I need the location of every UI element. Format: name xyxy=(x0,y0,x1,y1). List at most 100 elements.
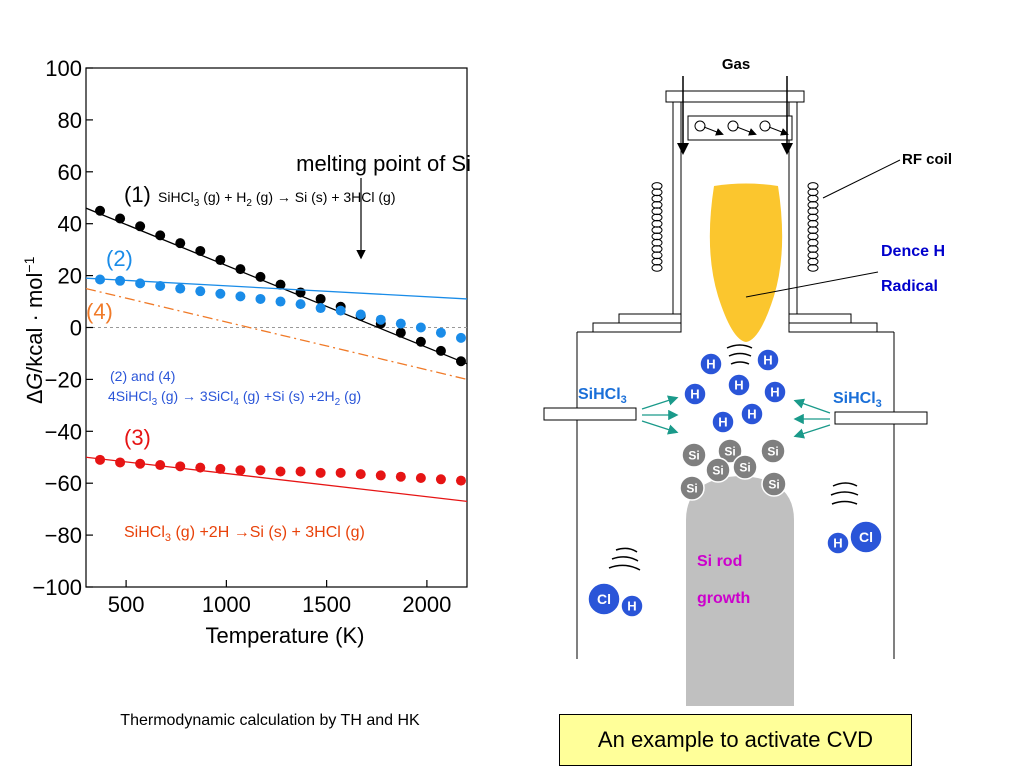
data-point xyxy=(435,474,446,485)
data-point xyxy=(255,271,266,282)
svg-text:Si: Si xyxy=(768,477,779,491)
svg-text:H: H xyxy=(627,599,636,614)
coil-loop xyxy=(807,213,819,222)
data-point xyxy=(435,345,446,356)
y-tick-label: −60 xyxy=(45,471,82,496)
atom-cl: Cl xyxy=(587,582,621,616)
data-point xyxy=(155,280,166,291)
gas-label: Gas xyxy=(722,56,750,73)
cvd-reactor-diagram: Gas RF coil xyxy=(543,56,952,706)
data-point xyxy=(175,238,186,249)
si-rod xyxy=(686,476,794,706)
svg-text:H: H xyxy=(770,385,779,400)
data-point xyxy=(275,466,286,477)
coil-loop xyxy=(651,226,663,235)
svg-text:Si: Si xyxy=(724,444,735,458)
equation-2-4: 4SiHCl3 (g) → 3SiCl4 (g) +Si (s) +2H2 (g… xyxy=(108,388,361,408)
data-point xyxy=(95,274,106,285)
data-point xyxy=(395,318,406,329)
coil-loop xyxy=(651,257,663,266)
coil-loop xyxy=(807,226,819,235)
coil-loop xyxy=(807,188,819,197)
coil-loop xyxy=(807,232,819,241)
data-point xyxy=(415,336,426,347)
thermo-chart: 100 80 60 40 20 0 −20 −40 −60 −80 −100 500 1000 1500… xyxy=(21,56,471,648)
data-point xyxy=(415,473,426,484)
y-tick-label: −80 xyxy=(45,523,82,548)
data-point xyxy=(235,465,246,476)
atom-h: H xyxy=(711,410,735,434)
atom-si: Si xyxy=(679,475,705,501)
coil-loop xyxy=(807,219,819,228)
data-point xyxy=(115,213,126,224)
coil-loop xyxy=(807,194,819,203)
atom-si: Si xyxy=(732,454,758,480)
rf-coil-label: RF coil xyxy=(902,151,952,168)
svg-text:Si: Si xyxy=(739,460,750,474)
y-tick-label: −40 xyxy=(45,419,82,444)
atom-h: H xyxy=(756,348,780,372)
y-tick-label: −100 xyxy=(32,575,82,600)
data-point xyxy=(355,309,366,320)
atom-h: H xyxy=(727,373,751,397)
coil-loop xyxy=(651,232,663,241)
svg-text:Si: Si xyxy=(767,444,778,458)
coil-loop xyxy=(807,182,819,190)
emission-marks xyxy=(608,344,859,571)
series-line-3 xyxy=(86,287,467,381)
y-tick-label: 20 xyxy=(58,264,82,289)
tube-wall-left xyxy=(672,101,682,315)
data-point xyxy=(335,467,346,478)
data-point xyxy=(235,264,246,275)
data-point xyxy=(395,327,406,338)
svg-text:H: H xyxy=(833,536,842,551)
svg-text:H: H xyxy=(747,407,756,422)
x-tick-label: 1500 xyxy=(302,592,351,617)
feed-arrows-right xyxy=(793,398,831,439)
feed-arrows-left xyxy=(641,395,679,435)
series-label-3: (3) xyxy=(124,425,151,450)
y-axis-label-units: /kcal · mol xyxy=(22,273,47,373)
data-point xyxy=(255,293,266,304)
data-point xyxy=(195,286,206,297)
data-point xyxy=(315,303,326,314)
svg-text:Si: Si xyxy=(686,481,697,495)
coil-loop xyxy=(807,201,819,209)
reactor-top-cap xyxy=(665,90,805,103)
coil-loop xyxy=(651,219,663,228)
data-point xyxy=(115,275,126,286)
coil-loop xyxy=(651,245,663,253)
atom-si: Si xyxy=(761,471,787,497)
atom-h: H xyxy=(826,531,850,555)
atom-h: H xyxy=(740,402,764,426)
coil-loop xyxy=(807,207,819,216)
data-point xyxy=(135,278,146,289)
gas-flow-particles xyxy=(694,120,789,136)
y-tick-label: 40 xyxy=(58,212,82,237)
equation-3: SiHCl3 (g) +2H →Si (s) + 3HCl (g) xyxy=(124,524,365,544)
radical-pointer xyxy=(745,271,879,298)
atom-h: H xyxy=(683,382,707,406)
data-point xyxy=(255,465,266,476)
x-tick-label: 1000 xyxy=(202,592,251,617)
data-point xyxy=(315,293,326,304)
dense-h-label-line2: Radical xyxy=(881,278,938,295)
data-point xyxy=(175,283,186,294)
data-point xyxy=(175,461,186,472)
data-point xyxy=(135,458,146,469)
cvd-example-box: An example to activate CVD xyxy=(559,714,912,766)
atom-si: Si xyxy=(681,442,707,468)
coil-loop xyxy=(651,251,663,260)
atom-h: H xyxy=(763,380,787,404)
svg-text:H: H xyxy=(763,353,772,368)
coil-loop xyxy=(651,213,663,222)
sihcl3-label-left: SiHCl3 xyxy=(578,386,627,406)
rf-coil-right xyxy=(807,182,819,272)
flange-right-upper xyxy=(788,313,852,324)
atom-h: H xyxy=(620,594,644,618)
data-point xyxy=(355,469,366,480)
svg-text:H: H xyxy=(706,357,715,372)
svg-text:H: H xyxy=(734,378,743,393)
side-inlet-left xyxy=(543,407,637,421)
